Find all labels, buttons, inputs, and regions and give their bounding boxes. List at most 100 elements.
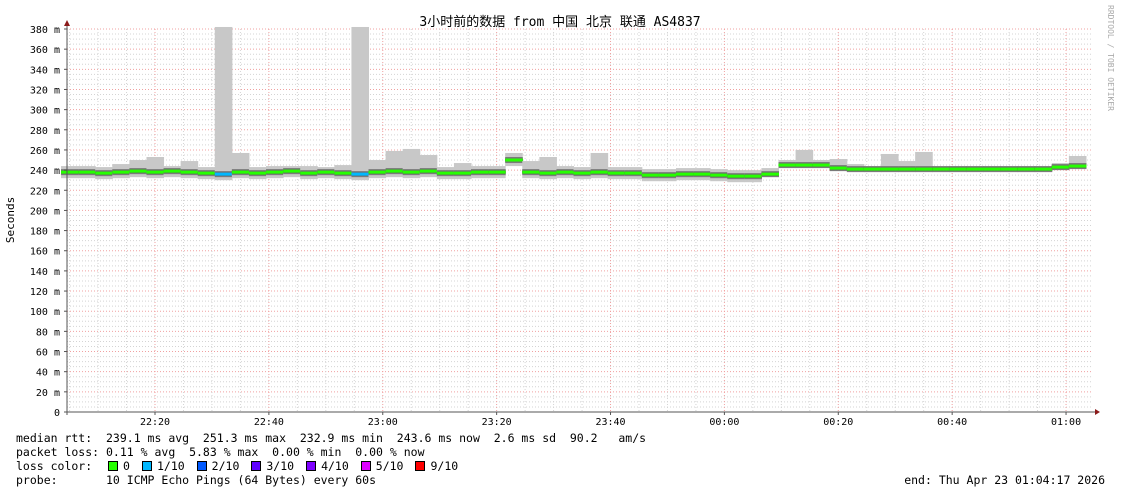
median-point (898, 167, 916, 171)
median-point (1051, 165, 1070, 169)
median-point (778, 163, 797, 167)
median-point (351, 172, 370, 176)
loss-color-swatch (360, 461, 371, 471)
median-point (488, 170, 506, 174)
median-point (471, 170, 489, 174)
median-point (761, 172, 779, 176)
median-point (266, 170, 284, 174)
y-tick-label: 380 m (30, 25, 60, 36)
loss-legend-label: 4/10 (321, 459, 349, 473)
median-point (607, 171, 626, 175)
y-tick-label: 140 m (30, 267, 60, 278)
median-point (573, 171, 592, 175)
loss-color-label: loss color: (16, 459, 93, 473)
median-point (1034, 167, 1053, 171)
median-point (949, 167, 967, 171)
median-point (78, 170, 96, 174)
median-point (385, 169, 404, 173)
packet-loss-stats: packet loss: 0.11 % avg 5.83 % max 0.00 … (16, 445, 425, 459)
loss-legend-item: 5/10 (359, 459, 404, 473)
y-tick-label: 260 m (30, 146, 60, 157)
median-point (1068, 164, 1087, 168)
median-point (624, 171, 643, 175)
loss-legend-item: 4/10 (304, 459, 349, 473)
median-point (61, 170, 79, 174)
median-point (505, 158, 523, 162)
x-tick-label: 23:20 (482, 417, 512, 428)
x-tick-label: 01:00 (1051, 417, 1081, 428)
loss-legend-label: 2/10 (211, 459, 240, 473)
loss-legend-item: 0 (106, 459, 130, 473)
median-rtt-stats: median rtt: 239.1 ms avg 251.3 ms max 23… (16, 431, 647, 445)
x-tick-label: 23:00 (368, 417, 398, 428)
y-tick-label: 220 m (30, 186, 60, 197)
loss-color-legend: loss color: 0 1/10 2/10 3/10 4/10 5/10 9/10 (16, 459, 468, 473)
smoke-range (915, 151, 933, 171)
median-point (710, 173, 728, 177)
median-point (402, 170, 421, 174)
smoke-range (880, 153, 899, 171)
x-tick-label: 00:00 (709, 417, 739, 428)
median-point (1017, 167, 1036, 171)
median-point (112, 170, 130, 174)
loss-legend-label: 5/10 (375, 459, 404, 473)
smoke-range (1068, 155, 1087, 168)
median-point (983, 167, 1002, 171)
median-point (283, 169, 301, 173)
median-point (197, 171, 216, 175)
x-tick-label: 22:40 (254, 417, 284, 428)
x-tick-label: 00:40 (937, 417, 967, 428)
loss-color-swatch (141, 461, 152, 471)
median-point (368, 170, 387, 174)
y-tick-label: 180 m (30, 227, 60, 238)
median-point (676, 172, 694, 176)
y-tick-label: 40 m (36, 368, 60, 379)
y-axis-label: Seconds (4, 197, 17, 243)
median-point (95, 171, 113, 175)
median-point (317, 170, 335, 174)
median-point (966, 167, 984, 171)
median-point (795, 163, 814, 167)
y-tick-label: 100 m (30, 307, 60, 318)
y-tick-label: 280 m (30, 126, 60, 137)
y-axis-arrow-icon (64, 20, 70, 26)
loss-legend-item: 1/10 (140, 459, 185, 473)
median-point (880, 167, 899, 171)
loss-legend-label: 3/10 (266, 459, 295, 473)
smoke-range (351, 26, 370, 181)
loss-color-swatch (251, 461, 262, 471)
median-point (214, 172, 233, 176)
loss-legend-item: 9/10 (413, 459, 458, 473)
smoke-range (214, 26, 233, 181)
median-point (163, 169, 182, 173)
median-point (522, 170, 540, 174)
chart-title: 3小时前的数据 from 中国 北京 联通 AS4837 (419, 14, 700, 30)
y-tick-label: 360 m (30, 45, 60, 56)
loss-legend-item: 3/10 (249, 459, 294, 473)
median-point (812, 163, 831, 167)
x-axis-arrow-icon (1095, 409, 1100, 415)
loss-legend-label: 1/10 (156, 459, 185, 473)
median-point (693, 172, 711, 176)
loss-color-swatch (196, 461, 207, 471)
probe-info: probe: 10 ICMP Echo Pings (64 Bytes) eve… (16, 473, 377, 487)
loss-color-swatch (108, 461, 119, 471)
y-tick-label: 20 m (36, 388, 60, 399)
median-point (932, 167, 950, 171)
median-point (300, 171, 318, 175)
median-point (231, 170, 250, 174)
loss-legend-label: 9/10 (430, 459, 459, 473)
end-time: end: Thu Apr 23 01:04:17 2026 (904, 473, 1105, 487)
median-point (590, 170, 609, 174)
y-tick-label: 0 (54, 408, 60, 419)
median-point (1000, 167, 1019, 171)
median-point (453, 171, 472, 175)
median-point (915, 167, 933, 171)
loss-color-swatch (306, 461, 317, 471)
y-tick-label: 340 m (30, 65, 60, 76)
y-tick-label: 120 m (30, 287, 60, 298)
median-point (129, 169, 147, 173)
median-point (863, 167, 882, 171)
y-tick-label: 300 m (30, 106, 60, 117)
